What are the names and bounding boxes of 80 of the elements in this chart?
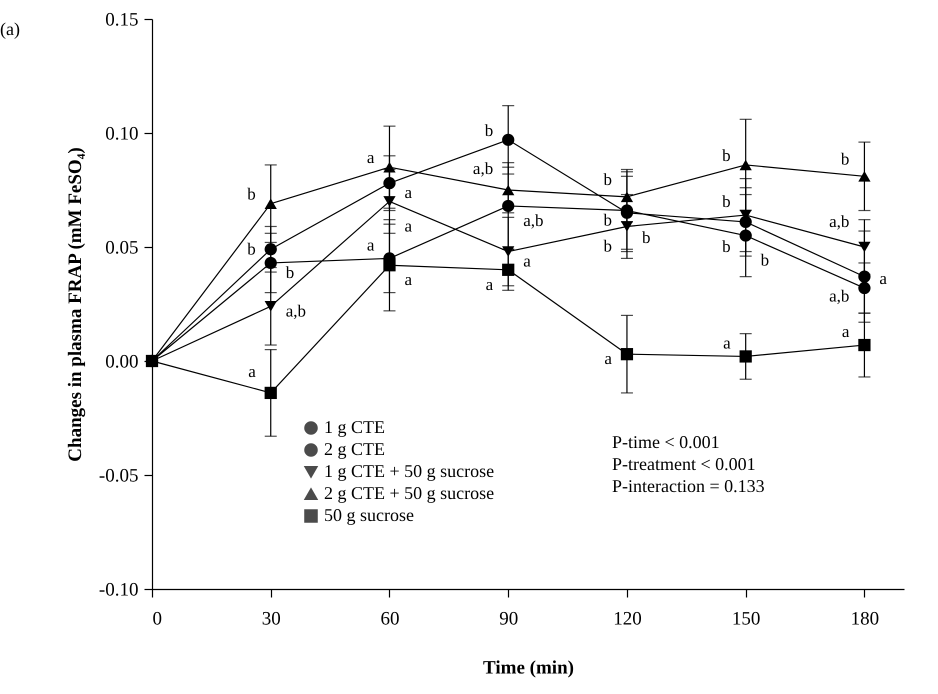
point — [620, 348, 634, 360]
y-tick-label: 0.15 — [105, 10, 138, 30]
annotation: b — [603, 170, 612, 189]
x-tick-label: 30 — [262, 608, 281, 630]
annotation: b — [286, 262, 294, 282]
x-tick-label: 180 — [850, 608, 880, 630]
point — [264, 198, 277, 209]
point — [858, 242, 871, 252]
annotation: P-time < 0.001 — [612, 432, 720, 452]
point — [264, 386, 277, 400]
x-axis-title: Time (min) — [483, 658, 574, 678]
y-tick-label: 0.10 — [105, 124, 138, 144]
annotation: b — [722, 236, 731, 256]
point — [264, 300, 277, 312]
point — [740, 350, 752, 363]
x-tick-label: 150 — [732, 608, 760, 630]
point — [858, 171, 871, 182]
annotation: a,b — [523, 210, 544, 230]
y-tick-label: 0.00 — [105, 352, 138, 372]
annotation: b — [247, 184, 256, 204]
point — [383, 259, 396, 272]
annotation: P-interaction = 0.133 — [612, 476, 765, 496]
point — [383, 162, 396, 173]
point — [620, 192, 634, 202]
annotation: a,b — [829, 286, 850, 306]
legend-label: 2 g CTE — [324, 439, 385, 459]
x-tick-label: 90 — [499, 608, 518, 630]
annotation: b — [247, 239, 256, 258]
annotation: b — [603, 210, 612, 230]
annotation: a — [486, 274, 494, 294]
text: (a) — [0, 19, 20, 39]
annotation: a — [404, 270, 412, 290]
point — [740, 160, 752, 170]
annotation: a — [404, 183, 412, 202]
x-tick-label: 60 — [380, 608, 400, 630]
annotation: a,b — [829, 212, 850, 231]
point — [502, 184, 514, 196]
annotation: b — [603, 236, 612, 256]
y-axis-title: Changes in plasma FRAP (mM FeSO₄) — [64, 147, 86, 462]
annotation: b — [840, 149, 850, 168]
point — [740, 216, 752, 228]
legend-label: 50 g sucrose — [324, 505, 414, 525]
point — [264, 243, 277, 256]
annotation: a — [842, 322, 850, 342]
point — [502, 246, 514, 257]
annotation: b — [484, 120, 494, 140]
annotation: b — [722, 192, 731, 212]
point — [502, 264, 514, 276]
annotation: a — [604, 349, 612, 368]
y-tick-label: -0.05 — [98, 466, 138, 486]
x-tick-label: 0 — [152, 608, 162, 630]
annotation: a,b — [472, 159, 494, 178]
point — [858, 338, 871, 352]
point — [620, 221, 634, 232]
x-tick-label: 120 — [613, 608, 642, 630]
point — [502, 134, 514, 146]
annotation: a — [248, 362, 256, 381]
point — [858, 282, 871, 294]
annotation: a — [366, 148, 375, 168]
legend-label: 1 g CTE — [324, 417, 385, 437]
y-tick-label: 0.05 — [105, 238, 138, 258]
annotation: a — [523, 252, 532, 271]
annotation: a — [723, 333, 732, 352]
y-tick-label: -0.10 — [98, 580, 138, 600]
point — [383, 196, 396, 207]
annotation: a — [404, 216, 412, 236]
point — [502, 200, 514, 212]
point — [858, 270, 871, 283]
annotation: P-treatment < 0.001 — [612, 454, 756, 474]
point — [264, 256, 277, 270]
annotation: b — [722, 146, 731, 165]
annotation: b — [642, 228, 650, 247]
point — [383, 177, 396, 190]
annotation: a — [879, 269, 888, 288]
point — [740, 229, 752, 242]
legend-label: 1 g CTE + 50 g sucrose — [324, 461, 494, 481]
annotation: b — [760, 250, 770, 270]
annotation: a,b — [286, 301, 306, 320]
annotation: a — [366, 235, 375, 254]
legend-label: 2 g CTE + 50 g sucrose — [324, 483, 494, 503]
